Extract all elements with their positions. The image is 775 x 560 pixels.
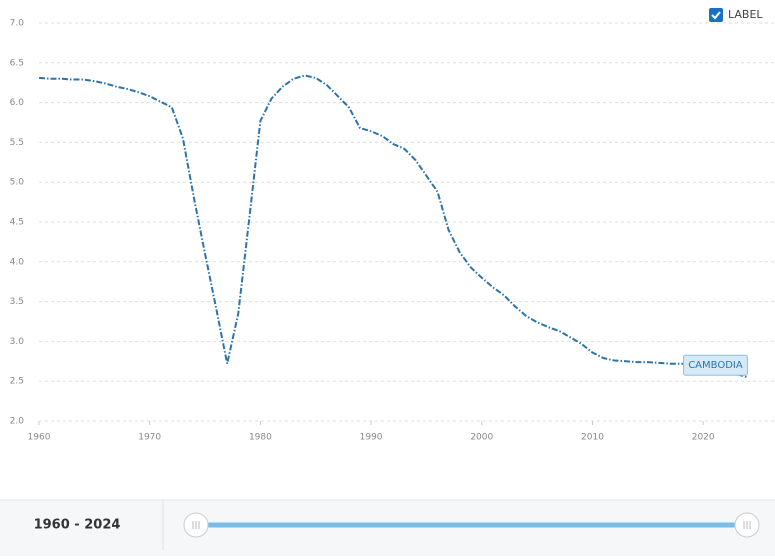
x-tick-label: 1980	[249, 433, 272, 443]
y-tick-label: 6.5	[10, 58, 24, 68]
y-tick-label: 3.0	[10, 337, 25, 347]
y-tick-label: 2.5	[10, 377, 24, 387]
x-tick-label: 2000	[470, 433, 493, 443]
y-tick-label: 7.0	[10, 19, 25, 29]
data-line	[38, 74, 748, 379]
y-tick-label: 5.0	[10, 178, 25, 188]
y-tick-label: 4.0	[10, 257, 25, 267]
y-tick-label: 6.0	[10, 98, 25, 108]
y-tick-label: 4.5	[10, 218, 24, 228]
series-label-box	[682, 354, 748, 376]
x-tick-label: 1960	[28, 433, 51, 443]
x-tick-label: 1970	[138, 433, 161, 443]
y-tick-label: 3.5	[10, 297, 24, 307]
label-toggle-text[interactable]: LABEL	[728, 8, 763, 21]
range-label: 1960 - 2024	[34, 518, 121, 533]
x-tick-label: 2010	[581, 433, 604, 443]
label-checkbox[interactable]	[709, 8, 723, 22]
y-tick-label: 2.0	[10, 417, 25, 427]
y-tick-label: 5.5	[10, 138, 24, 148]
slider-handle-start[interactable]	[183, 512, 209, 538]
slider-handle-end[interactable]	[734, 512, 760, 538]
slider-panel	[0, 500, 775, 556]
x-tick-label: 1990	[360, 433, 383, 443]
x-tick-label: 2020	[692, 433, 715, 443]
series-label: CAMBODIA	[688, 360, 743, 371]
